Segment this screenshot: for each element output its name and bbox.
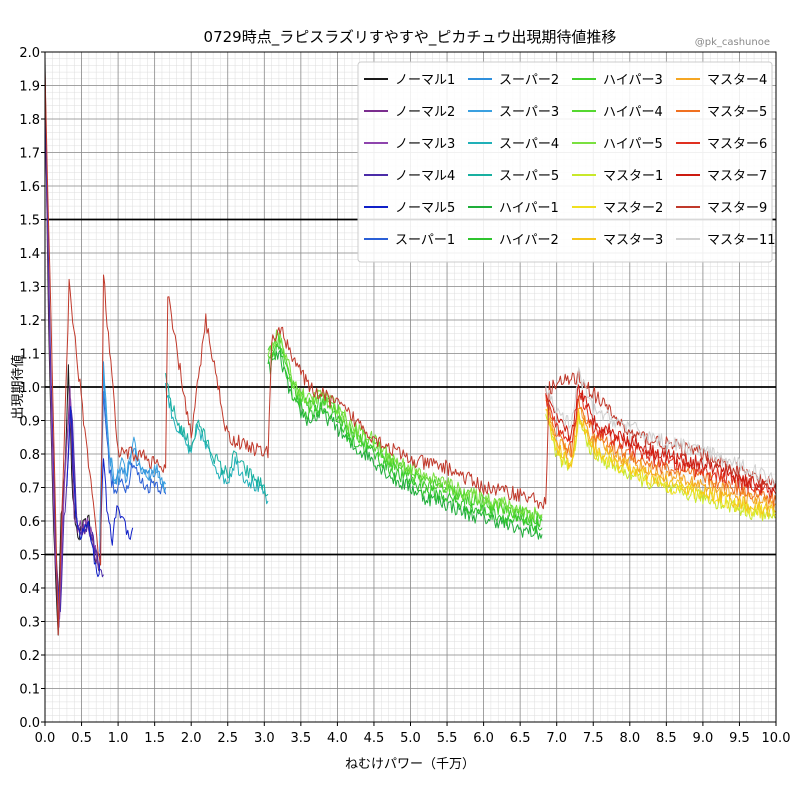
x-tick-label: 9.0 (693, 731, 714, 746)
x-tick-label: 4.0 (327, 731, 348, 746)
y-axis-label: 出現期待値 (10, 354, 26, 419)
series-line-23 (44, 71, 776, 636)
y-tick-label: 0.9 (19, 415, 40, 430)
y-tick-label: 0.1 (19, 683, 40, 698)
y-tick-label: 0.5 (19, 549, 40, 564)
x-tick-label: 10.0 (762, 731, 791, 746)
legend-label: マスター6 (707, 137, 767, 152)
x-tick-label: 1.5 (144, 731, 165, 746)
legend-label: マスター3 (603, 233, 663, 248)
series-line-20 (545, 395, 777, 507)
series-line-2 (44, 84, 101, 628)
y-tick-label: 0.6 (19, 515, 40, 530)
y-tick-label: 0.0 (19, 716, 40, 731)
legend-box (357, 61, 773, 263)
series-line-22 (545, 384, 777, 495)
y-tick-label: 1.2 (19, 314, 40, 329)
x-tick-label: 0.5 (71, 731, 92, 746)
x-tick-label: 2.0 (181, 731, 202, 746)
y-tick-label: 1.6 (19, 180, 40, 195)
x-tick-label: 6.5 (510, 731, 531, 746)
series-line-13 (267, 333, 543, 527)
legend-label: ノーマル1 (395, 73, 455, 88)
x-tick-label: 3.0 (254, 731, 275, 746)
legend-label: ハイパー2 (499, 233, 559, 248)
x-tick-label: 4.5 (364, 731, 385, 746)
x-axis-label: ねむけパワー（千万） (345, 757, 475, 772)
x-tick-label: 9.5 (729, 731, 750, 746)
series-line-24 (545, 367, 777, 487)
legend-label: スーパー4 (499, 137, 559, 152)
y-tick-label: 0.4 (19, 582, 40, 597)
legend-label: マスター9 (707, 201, 767, 216)
chart-title: 0729時点_ラピスラズリすやすや_ピカチュウ出現期待値推移 (204, 28, 617, 47)
legend-label: ノーマル4 (395, 169, 455, 184)
legend-label: スーパー2 (499, 73, 559, 88)
x-tick-label: 7.0 (546, 731, 567, 746)
series-line-6 (99, 391, 167, 552)
chart-credit: @pk_cashunoe (695, 37, 770, 48)
y-tick-label: 1.5 (19, 214, 40, 229)
legend-label: ハイパー4 (603, 105, 663, 120)
y-tick-label: 1.8 (19, 113, 40, 128)
series-line-11 (267, 349, 543, 540)
x-tick-label: 3.5 (291, 731, 312, 746)
legend-label: マスター11 (707, 233, 776, 248)
x-tick-label: 1.0 (108, 731, 129, 746)
x-tick-label: 8.0 (619, 731, 640, 746)
legend-label: スーパー3 (499, 105, 559, 120)
y-tick-label: 1.9 (19, 80, 40, 95)
x-tick-label: 6.0 (473, 731, 494, 746)
y-tick-label: 0.7 (19, 482, 40, 497)
series-layer (44, 58, 777, 636)
series-line-21 (545, 392, 777, 499)
x-tick-label: 7.5 (583, 731, 604, 746)
x-tick-label: 0.0 (35, 731, 56, 746)
legend-label: ハイパー1 (499, 201, 559, 216)
y-tick-label: 2.0 (19, 46, 40, 61)
series-line-8 (99, 361, 167, 543)
legend-label: ハイパー3 (603, 73, 663, 88)
series-line-10 (165, 373, 269, 497)
y-axis: 0.0 0.1 0.2 0.3 0.4 0.5 0.6 0.7 0.8 0.9 1.0 1.1 1.2 1… (19, 46, 45, 731)
y-tick-label: 0.3 (19, 616, 40, 631)
y-tick-label: 1.7 (19, 147, 40, 162)
legend-label: スーパー5 (499, 169, 559, 184)
x-tick-label: 2.5 (217, 731, 238, 746)
legend: ノーマル1 ノーマル2 ノーマル3 ノーマル4 ノーマル5 スーパー1 スーパー2 スーパー3… (357, 61, 776, 263)
series-line-19 (545, 399, 777, 511)
legend-label: ノーマル2 (395, 105, 455, 120)
x-tick-label: 8.5 (656, 731, 677, 746)
legend-label: マスター2 (603, 201, 663, 216)
legend-label: ハイパー5 (603, 137, 663, 152)
legend-label: ノーマル5 (395, 201, 455, 216)
legend-label: スーパー1 (395, 233, 455, 248)
legend-label: マスター7 (707, 169, 767, 184)
series-line-15 (267, 329, 543, 520)
y-tick-label: 1.3 (19, 281, 40, 296)
series-line-3 (44, 105, 101, 620)
y-tick-label: 1.4 (19, 247, 40, 262)
x-axis: 0.0 0.5 1.0 1.5 2.0 2.5 3.0 3.5 4.0 4.5 5.0 5.5 6.0 6… (35, 722, 791, 746)
series-line-5 (66, 406, 134, 578)
y-tick-label: 0.2 (19, 649, 40, 664)
legend-label: ノーマル3 (395, 137, 455, 152)
legend-label: マスター1 (603, 169, 663, 184)
x-tick-label: 5.5 (437, 731, 458, 746)
y-tick-label: 0.8 (19, 448, 40, 463)
legend-label: マスター5 (707, 105, 767, 120)
y-tick-label: 1.1 (19, 348, 40, 363)
y-tick-label: 1.0 (19, 381, 40, 396)
x-tick-label: 5.0 (400, 731, 421, 746)
legend-label: マスター4 (707, 73, 767, 88)
